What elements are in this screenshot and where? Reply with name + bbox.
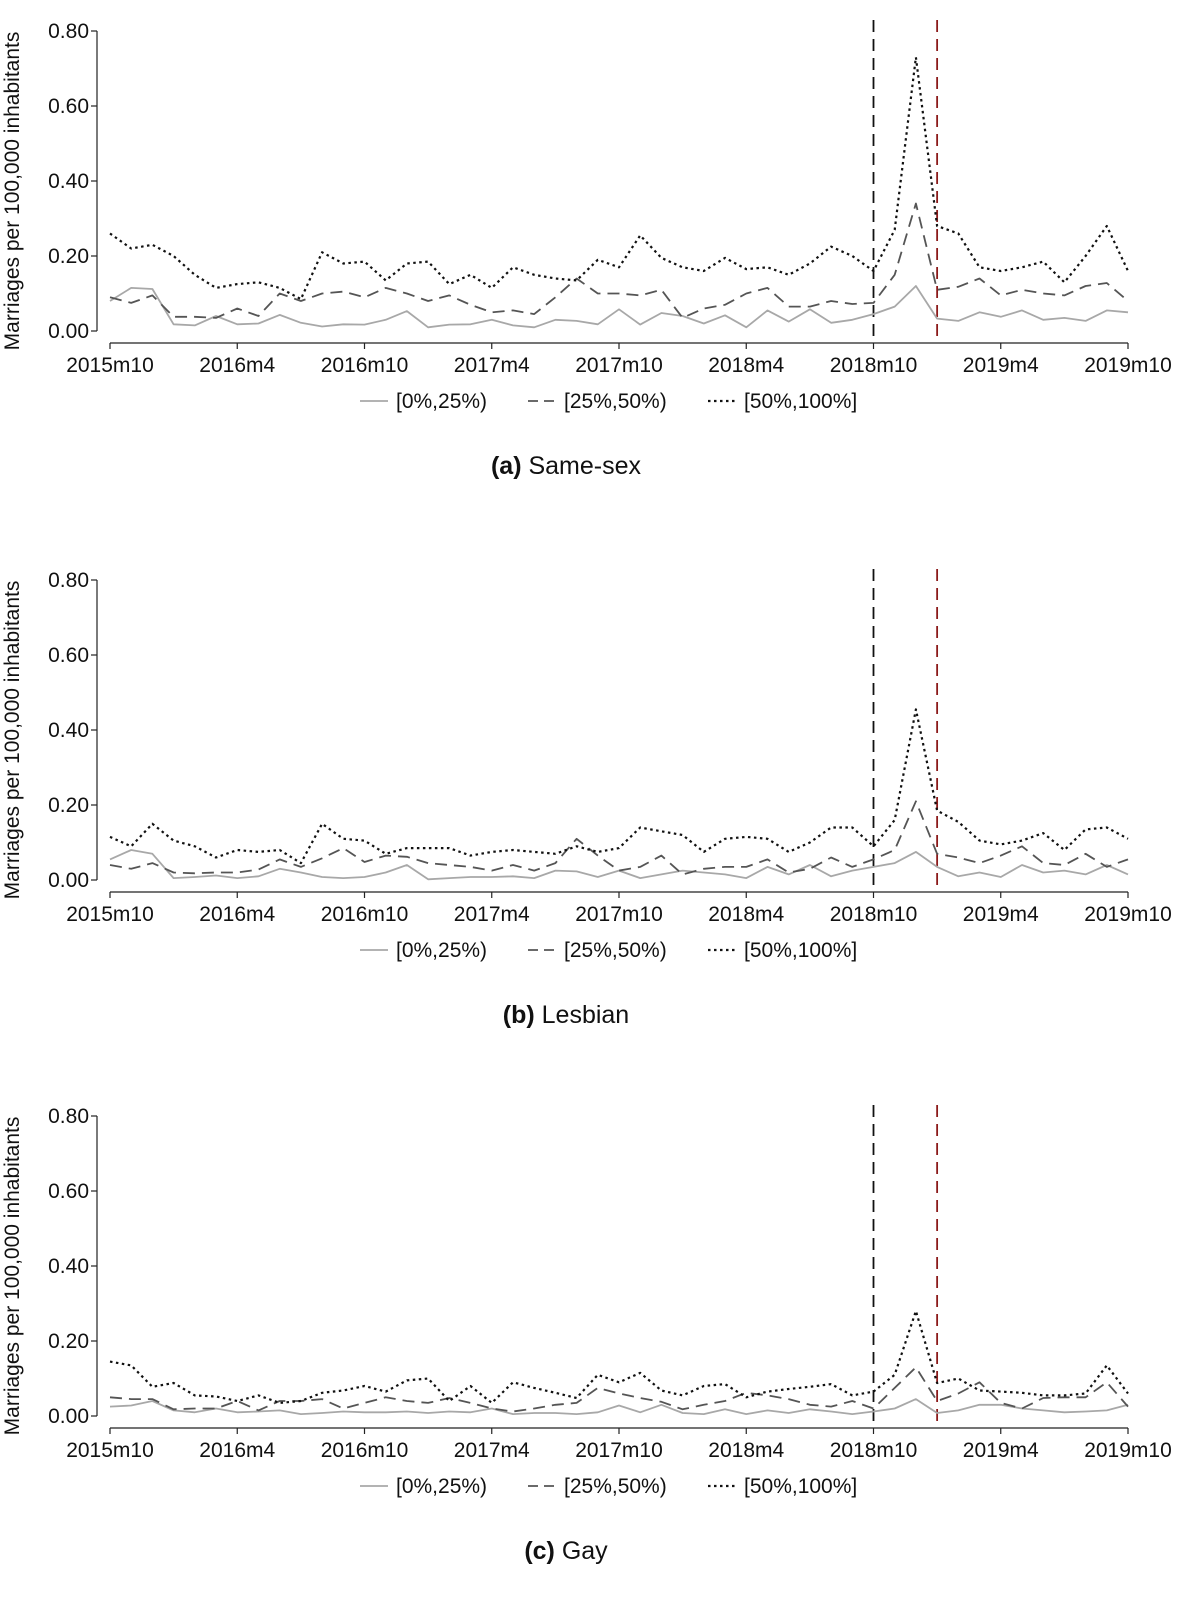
legend-label-low: [0%,25%) <box>396 390 487 413</box>
panel-title: (b) Lesbian <box>503 1001 629 1029</box>
y-tick-label: 0.40 <box>48 1255 89 1278</box>
x-tick-label: 2018m10 <box>830 354 918 377</box>
panel-letter: (c) <box>524 1537 555 1565</box>
x-tick-label: 2019m10 <box>1084 903 1172 926</box>
legend-label-high: [50%,100%] <box>744 390 857 413</box>
x-tick-label: 2017m4 <box>454 354 530 377</box>
series-line-high <box>109 1309 1129 1405</box>
series-line-mid <box>109 1366 1129 1413</box>
x-tick-label: 2016m10 <box>321 354 409 377</box>
y-tick-label: 0.40 <box>48 719 89 742</box>
chart-panel-same-sex: 0.00 0.20 0.40 0.60 0.80 Marriages per 100,00… <box>1 20 1172 480</box>
x-tick-label: 2018m4 <box>708 354 784 377</box>
series-line-mid <box>109 800 1129 876</box>
x-tick-label: 2017m4 <box>454 903 530 926</box>
y-tick-label: 0.80 <box>48 1105 89 1128</box>
x-tick-label: 2019m4 <box>963 354 1039 377</box>
series-line-low <box>109 285 1129 329</box>
y-axis-label: Marriages per 100,000 inhabitants <box>1 32 24 351</box>
y-tick-label: 0.80 <box>48 20 89 43</box>
x-tick-label: 2019m4 <box>963 903 1039 926</box>
y-tick-label: 0.60 <box>48 644 89 667</box>
x-tick-label: 2016m10 <box>321 1439 409 1462</box>
x-tick-label: 2015m10 <box>66 354 154 377</box>
y-tick-label: 0.60 <box>48 95 89 118</box>
y-tick-label: 0.60 <box>48 1180 89 1203</box>
legend-label-mid: [25%,50%) <box>564 390 667 413</box>
panel-name: Lesbian <box>535 1001 630 1029</box>
x-tick-label: 2015m10 <box>66 1439 154 1462</box>
x-tick-label: 2018m10 <box>830 903 918 926</box>
legend-label-mid: [25%,50%) <box>564 939 667 962</box>
x-tick-label: 2016m4 <box>199 903 275 926</box>
panel-title: (a) Same-sex <box>491 452 642 480</box>
series-line-low <box>109 1398 1129 1415</box>
x-tick-label: 2017m10 <box>575 1439 663 1462</box>
x-tick-label: 2018m10 <box>830 1439 918 1462</box>
legend-label-mid: [25%,50%) <box>564 1475 667 1498</box>
series-line-high <box>109 708 1129 865</box>
legend-label-high: [50%,100%] <box>744 939 857 962</box>
y-tick-label: 0.00 <box>48 320 89 343</box>
x-tick-label: 2016m10 <box>321 903 409 926</box>
x-tick-label: 2017m4 <box>454 1439 530 1462</box>
series-line-low <box>109 849 1129 881</box>
legend-label-high: [50%,100%] <box>744 1475 857 1498</box>
panel-name: Gay <box>555 1537 608 1565</box>
chart-panel-gay: 0.00 0.20 0.40 0.60 0.80 Marriages per 100,00… <box>1 1105 1172 1565</box>
y-axis-label: Marriages per 100,000 inhabitants <box>1 1117 24 1436</box>
panel-letter: (a) <box>491 452 522 480</box>
x-tick-label: 2016m4 <box>199 1439 275 1462</box>
y-tick-label: 0.80 <box>48 569 89 592</box>
x-tick-label: 2019m10 <box>1084 1439 1172 1462</box>
x-tick-label: 2018m4 <box>708 903 784 926</box>
x-tick-label: 2018m4 <box>708 1439 784 1462</box>
x-tick-label: 2017m10 <box>575 354 663 377</box>
y-tick-label: 0.40 <box>48 170 89 193</box>
y-tick-label: 0.00 <box>48 1405 89 1428</box>
x-tick-label: 2019m4 <box>963 1439 1039 1462</box>
panel-name: Same-sex <box>522 452 642 480</box>
y-tick-label: 0.20 <box>48 794 89 817</box>
panel-letter: (b) <box>503 1001 535 1029</box>
x-tick-label: 2016m4 <box>199 354 275 377</box>
legend-label-low: [0%,25%) <box>396 939 487 962</box>
series-line-mid <box>109 202 1129 319</box>
x-tick-label: 2019m10 <box>1084 354 1172 377</box>
y-tick-label: 0.00 <box>48 869 89 892</box>
y-tick-label: 0.20 <box>48 1330 89 1353</box>
x-tick-label: 2017m10 <box>575 903 663 926</box>
series-line-high <box>109 56 1129 301</box>
legend-label-low: [0%,25%) <box>396 1475 487 1498</box>
panel-title: (c) Gay <box>524 1537 608 1565</box>
y-axis-label: Marriages per 100,000 inhabitants <box>1 581 24 900</box>
chart-panel-lesbian: 0.00 0.20 0.40 0.60 0.80 Marriages per 100,00… <box>1 569 1172 1029</box>
y-tick-label: 0.20 <box>48 245 89 268</box>
x-tick-label: 2015m10 <box>66 903 154 926</box>
